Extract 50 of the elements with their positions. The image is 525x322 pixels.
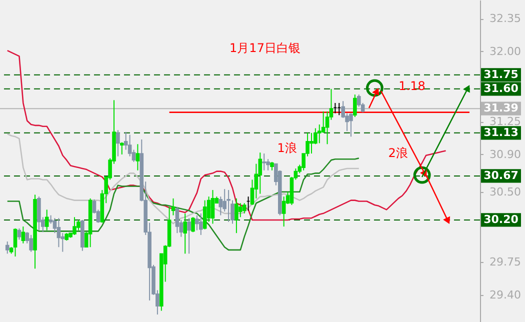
candlestick xyxy=(234,198,238,234)
y-tick-label: 32.35 xyxy=(490,12,521,26)
candlestick xyxy=(349,112,353,138)
annotation: 1.18 xyxy=(398,79,426,93)
candlestick xyxy=(195,214,199,231)
candlestick xyxy=(262,153,266,171)
candlestick xyxy=(175,206,180,234)
candlestick xyxy=(17,228,22,240)
candlestick xyxy=(242,202,246,214)
candlestick xyxy=(44,209,49,231)
ref-line-label: 31.39 xyxy=(484,102,518,115)
ref-line-label: 30.20 xyxy=(484,212,519,226)
candlestick xyxy=(128,134,132,157)
ref-line-label: 30.67 xyxy=(484,168,518,182)
candlestick xyxy=(13,228,18,257)
candlestick xyxy=(191,216,195,233)
candlestick xyxy=(29,234,33,252)
y-tick-label: 30.90 xyxy=(490,148,521,161)
candlestick xyxy=(310,132,314,154)
ref-line-label: 31.60 xyxy=(484,82,519,95)
candlestick xyxy=(187,218,191,254)
candlestick xyxy=(238,202,242,218)
candlestick xyxy=(116,130,120,157)
candlestick xyxy=(120,142,124,155)
candlestick xyxy=(37,196,41,231)
candlestick xyxy=(183,212,187,254)
annotation: 1浪 xyxy=(277,141,297,155)
y-tick-label: 31.25 xyxy=(490,115,521,128)
candlestick xyxy=(199,212,203,236)
ref-line-label: 31.75 xyxy=(484,68,518,81)
candlestick xyxy=(56,218,61,248)
candlestick xyxy=(282,196,286,228)
y-tick-label: 29.40 xyxy=(490,288,521,302)
candlestick xyxy=(136,144,140,171)
candlestick xyxy=(5,241,10,254)
candlestick xyxy=(353,94,357,118)
candlestick xyxy=(226,190,230,222)
candlestick xyxy=(72,216,76,236)
y-tick-label: 30.50 xyxy=(490,185,521,198)
line-series xyxy=(6,158,360,251)
candlestick xyxy=(210,190,215,224)
y-tick-label: 32.00 xyxy=(490,44,521,58)
annotation: 2浪 xyxy=(388,146,408,160)
candlestick xyxy=(202,200,207,230)
ref-line-label: 31.13 xyxy=(484,126,518,139)
y-tick-label: 29.75 xyxy=(490,256,521,269)
annotation: 1月17日白银 xyxy=(230,41,300,55)
candlestick xyxy=(21,226,26,244)
candlestick xyxy=(258,152,262,194)
candlestick xyxy=(76,219,80,231)
